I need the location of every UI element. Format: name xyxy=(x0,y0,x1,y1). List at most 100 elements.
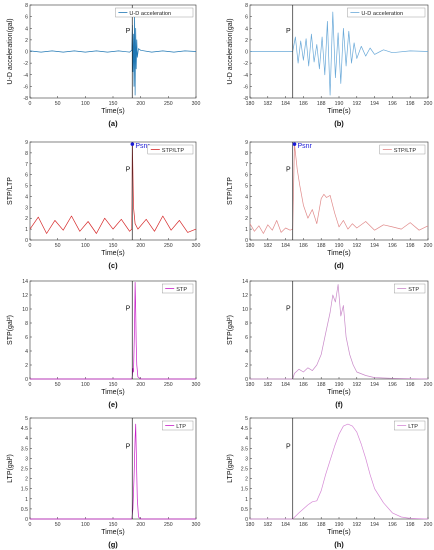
y-tick-label: 0 xyxy=(25,50,28,56)
legend-box xyxy=(115,7,194,18)
x-tick-label: 194 xyxy=(370,522,379,528)
y-tick-label: -2 xyxy=(243,61,248,67)
y-tick-label: 3 xyxy=(25,456,28,462)
x-tick-label: 182 xyxy=(263,522,272,528)
y-tick-label: 3 xyxy=(25,205,28,211)
y-tick-label: 3 xyxy=(245,456,248,462)
x-tick-label: 196 xyxy=(388,243,397,249)
y-tick-label: 9 xyxy=(245,140,248,146)
y-tick-label: 4 xyxy=(245,436,248,442)
y-tick-label: 10 xyxy=(242,307,248,313)
y-tick-label: 0 xyxy=(245,50,248,56)
legend-label: STP/LTP xyxy=(394,148,417,154)
x-tick-label: 0 xyxy=(29,382,32,388)
panel-label: (h) xyxy=(334,540,344,549)
y-tick-label: 8 xyxy=(25,321,28,327)
y-tick-label: 5 xyxy=(245,416,248,422)
y-axis-label: LTP(gal²) xyxy=(7,454,14,483)
p-marker-label: P xyxy=(286,443,291,450)
legend-label: U-D acceleration xyxy=(361,11,403,17)
x-tick-label: 0 xyxy=(29,243,32,249)
x-tick-label: 186 xyxy=(299,382,308,388)
y-tick-label: 2 xyxy=(245,216,248,222)
x-tick-label: 50 xyxy=(55,522,61,528)
x-tick-label: 186 xyxy=(299,522,308,528)
x-axis-label: Time(s) xyxy=(327,250,350,257)
series-line xyxy=(249,143,429,234)
x-tick-label: 300 xyxy=(192,522,201,528)
y-tick-label: -6 xyxy=(23,84,28,90)
y-axis-label: STP(gal²) xyxy=(227,315,234,345)
y-tick-label: 14 xyxy=(22,279,28,285)
x-tick-label: 300 xyxy=(192,101,201,107)
x-tick-label: 200 xyxy=(136,522,145,528)
y-axis-label: STP(gal²) xyxy=(7,315,14,345)
x-tick-label: 100 xyxy=(81,101,90,107)
x-tick-label: 198 xyxy=(406,522,415,528)
x-tick-label: 150 xyxy=(109,243,118,249)
y-tick-label: 2 xyxy=(25,38,28,44)
x-tick-label: 182 xyxy=(263,382,272,388)
y-tick-label: 8 xyxy=(25,151,28,157)
x-tick-label: 190 xyxy=(335,382,344,388)
y-tick-label: -2 xyxy=(23,61,28,67)
panel-label: (a) xyxy=(108,119,118,128)
x-tick-label: 200 xyxy=(136,101,145,107)
y-tick-label: 0 xyxy=(245,238,248,244)
y-tick-label: -4 xyxy=(243,73,248,79)
x-tick-label: 188 xyxy=(317,382,326,388)
p-marker-label: P xyxy=(286,305,291,312)
x-tick-label: 192 xyxy=(352,382,361,388)
x-tick-label: 184 xyxy=(281,101,290,107)
x-tick-label: 184 xyxy=(281,243,290,249)
chart-panel: 00.511.522.533.544.550 50 100 150 200 250 300P… xyxy=(7,416,200,549)
panel-label: (f) xyxy=(335,400,343,409)
y-axis-label: U-D acceleration(gal) xyxy=(227,18,234,84)
y-tick-label: 4 xyxy=(245,26,248,32)
y-tick-label: 0 xyxy=(245,517,248,523)
x-tick-label: 200 xyxy=(424,382,433,388)
legend-label: STP/LTP xyxy=(162,148,185,154)
x-tick-label: 200 xyxy=(136,243,145,249)
x-tick-label: 150 xyxy=(109,382,118,388)
panel-label: (g) xyxy=(108,540,118,549)
y-tick-label: 0 xyxy=(245,377,248,383)
x-axis-label: Time(s) xyxy=(101,250,124,257)
x-axis-label: Time(s) xyxy=(327,108,350,115)
y-tick-label: 0 xyxy=(25,238,28,244)
y-tick-label: 0 xyxy=(25,377,28,383)
chart-panel: 0 1 2 3 4 5 6 7 8 9 0 50 100 150 200 250 300 P Psnr STP/LTP… xyxy=(7,140,200,270)
x-axis-label: Time(s) xyxy=(327,389,350,396)
y-tick-label: 2 xyxy=(245,38,248,44)
x-tick-label: 184 xyxy=(281,382,290,388)
series-line xyxy=(250,11,429,96)
p-marker-label: P xyxy=(126,305,131,312)
y-tick-label: 3.5 xyxy=(21,446,28,452)
chart-panel: -8 -6 -4 -2 0 2 4 6 8 180 182 184 186 188 190 192 194 196… xyxy=(227,3,432,128)
psnr-point xyxy=(130,142,135,146)
y-tick-label: 2 xyxy=(25,477,28,483)
y-tick-label: 1.5 xyxy=(241,487,248,493)
y-tick-label: 8 xyxy=(245,151,248,157)
chart-panel: 0 2 4 6 8 10 12 14 0 50 100 150 200 250 300 P STP Time(s)… xyxy=(7,279,200,409)
plot-frame xyxy=(29,141,197,241)
x-tick-label: 184 xyxy=(281,522,290,528)
p-marker-label: P xyxy=(126,28,131,35)
y-tick-label: 4 xyxy=(245,194,248,200)
y-tick-label: 1 xyxy=(245,497,248,503)
y-tick-label: -8 xyxy=(23,96,28,102)
y-axis-label: STP/LTP xyxy=(227,177,234,205)
x-tick-label: 188 xyxy=(317,101,326,107)
p-marker-label: P xyxy=(286,166,291,173)
series-line xyxy=(250,423,429,520)
x-tick-label: 188 xyxy=(317,522,326,528)
x-tick-label: 250 xyxy=(164,101,173,107)
psnr-point xyxy=(292,142,297,146)
y-tick-label: 0 xyxy=(25,517,28,523)
x-tick-label: 196 xyxy=(388,101,397,107)
x-tick-label: 188 xyxy=(317,243,326,249)
x-tick-label: 196 xyxy=(388,522,397,528)
legend-label: STP xyxy=(176,287,187,293)
x-tick-label: 50 xyxy=(55,382,61,388)
y-tick-label: 1 xyxy=(245,227,248,233)
